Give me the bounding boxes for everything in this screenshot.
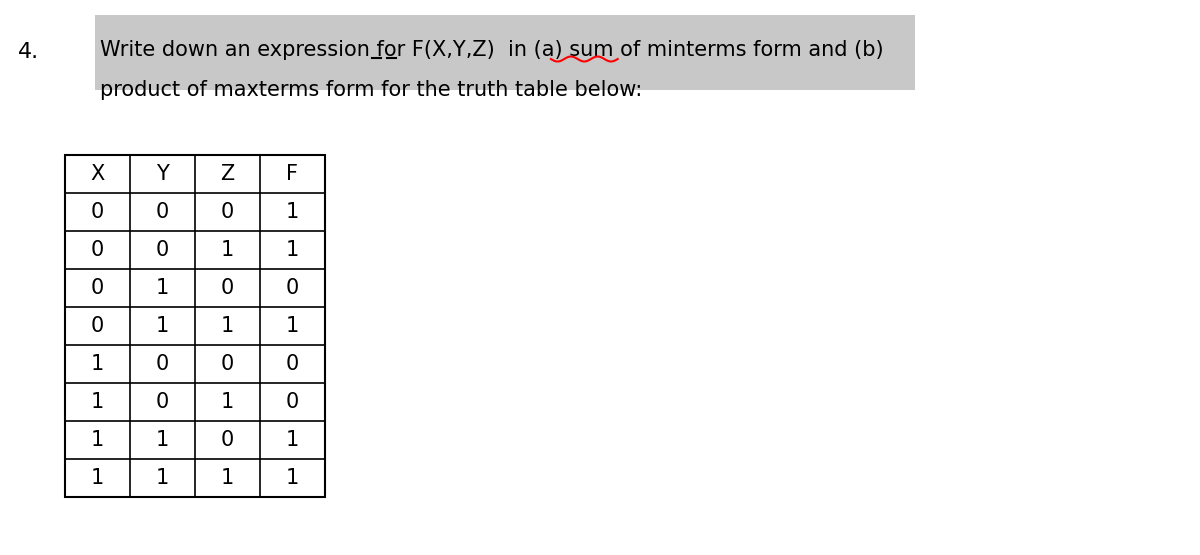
Text: 1: 1 [221, 240, 234, 260]
Text: 1: 1 [286, 240, 299, 260]
Text: 1: 1 [156, 316, 169, 336]
Text: 0: 0 [91, 240, 104, 260]
Text: Y: Y [156, 164, 169, 184]
Text: 1: 1 [221, 468, 234, 488]
Text: F: F [287, 164, 299, 184]
Text: 1: 1 [286, 430, 299, 450]
Text: 0: 0 [286, 354, 299, 374]
Text: 1: 1 [91, 354, 104, 374]
Text: 0: 0 [286, 392, 299, 412]
Text: 0: 0 [221, 430, 234, 450]
Text: 0: 0 [91, 316, 104, 336]
Text: 1: 1 [91, 392, 104, 412]
Bar [95, 15, 916, 90]
Text: 1: 1 [221, 316, 234, 336]
Text: 0: 0 [156, 202, 169, 222]
Text: 0: 0 [221, 202, 234, 222]
Text: 0: 0 [286, 278, 299, 298]
Text: 1: 1 [91, 430, 104, 450]
Text: product of maxterms form for the truth table below:: product of maxterms form for the truth t… [100, 80, 642, 100]
Text: 1: 1 [286, 202, 299, 222]
Text: 1: 1 [156, 468, 169, 488]
Text: 0: 0 [221, 278, 234, 298]
Text: 0: 0 [91, 202, 104, 222]
Bar [65, 155, 325, 497]
Text: 1: 1 [91, 468, 104, 488]
Text: 0: 0 [91, 278, 104, 298]
Text: 0: 0 [156, 240, 169, 260]
Text: 0: 0 [221, 354, 234, 374]
Text: X: X [90, 164, 104, 184]
Text: 1: 1 [221, 392, 234, 412]
Text: 4.: 4. [18, 42, 40, 62]
Text: 0: 0 [156, 354, 169, 374]
Text: 1: 1 [156, 430, 169, 450]
Text: Z: Z [221, 164, 235, 184]
Text: 1: 1 [156, 278, 169, 298]
Text: 1: 1 [286, 316, 299, 336]
Text: Write down an expression for F(X,Y,Z)  in (a) sum of minterms form and (b): Write down an expression for F(X,Y,Z) in… [100, 40, 883, 60]
Text: 1: 1 [286, 468, 299, 488]
Text: 0: 0 [156, 392, 169, 412]
